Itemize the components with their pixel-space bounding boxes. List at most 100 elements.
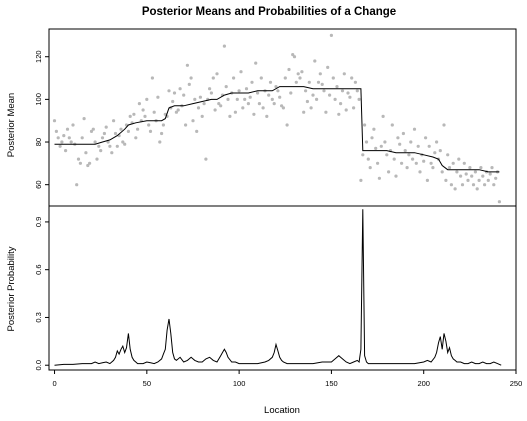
data-point	[185, 63, 189, 67]
data-point	[383, 140, 387, 144]
bottom-plot-frame	[48, 205, 517, 371]
data-point	[418, 170, 422, 174]
data-point	[316, 80, 321, 84]
data-point	[488, 172, 492, 176]
data-point	[405, 166, 409, 170]
data-point	[172, 91, 177, 95]
data-point	[433, 151, 437, 155]
data-point	[150, 76, 154, 80]
data-point	[241, 106, 245, 110]
xtick-label: 100	[233, 379, 246, 388]
data-point	[350, 76, 354, 80]
data-point	[76, 157, 81, 161]
data-point	[104, 125, 108, 129]
data-point	[390, 123, 394, 127]
data-point	[202, 102, 206, 106]
data-point	[355, 89, 359, 93]
data-point	[471, 183, 476, 187]
data-point	[339, 102, 343, 106]
data-point	[329, 33, 333, 38]
data-point	[444, 178, 448, 182]
data-point	[398, 142, 402, 146]
data-point	[237, 89, 241, 93]
data-point	[494, 176, 498, 180]
data-point	[481, 174, 485, 178]
data-point	[459, 174, 463, 178]
data-point	[427, 144, 431, 148]
data-point	[71, 123, 75, 127]
data-point	[366, 157, 370, 161]
data-point	[93, 140, 97, 144]
data-point	[318, 72, 322, 76]
data-point	[110, 151, 114, 155]
data-point	[161, 123, 165, 127]
data-point	[409, 140, 413, 144]
data-point	[416, 144, 420, 148]
data-point	[311, 93, 315, 97]
data-point	[328, 93, 332, 97]
data-point	[254, 61, 258, 65]
data-point	[368, 166, 372, 170]
data-point	[112, 119, 116, 123]
bottom-ytick-label: 0.6	[34, 264, 43, 274]
data-point	[184, 123, 188, 127]
data-point	[435, 140, 439, 144]
data-point	[145, 97, 149, 101]
data-point	[457, 157, 461, 161]
data-point	[187, 82, 191, 86]
data-point	[195, 129, 199, 133]
top-ytick-label: 100	[34, 93, 43, 106]
data-point	[222, 44, 226, 48]
data-point	[119, 127, 123, 131]
data-point	[193, 97, 197, 101]
data-point	[235, 97, 239, 101]
data-point	[86, 163, 90, 168]
data-point	[268, 80, 273, 84]
data-point	[219, 104, 223, 108]
data-point	[320, 82, 324, 86]
data-point	[411, 157, 415, 161]
data-point	[470, 174, 474, 178]
data-point	[477, 178, 481, 182]
data-point	[97, 144, 101, 148]
data-point	[309, 106, 313, 110]
data-point	[313, 59, 317, 63]
data-point	[95, 157, 99, 161]
data-point	[248, 95, 252, 99]
data-point	[250, 80, 254, 84]
data-point	[259, 76, 263, 80]
data-point	[208, 87, 212, 91]
data-point	[287, 67, 291, 72]
data-point	[189, 76, 193, 80]
top-ytick-label: 60	[34, 181, 43, 189]
data-point	[156, 95, 160, 99]
data-point	[442, 123, 446, 127]
xtick-label: 250	[510, 379, 523, 388]
data-point	[324, 110, 328, 114]
data-point	[490, 166, 494, 170]
data-point	[215, 72, 219, 76]
data-point	[412, 127, 417, 131]
data-point	[246, 102, 250, 106]
data-point	[283, 76, 287, 80]
data-point	[102, 131, 106, 136]
data-point	[298, 76, 302, 80]
data-point	[370, 136, 374, 140]
data-point	[331, 76, 335, 80]
data-point	[394, 174, 398, 178]
data-point	[64, 149, 68, 153]
data-point	[352, 106, 356, 110]
data-point	[385, 153, 389, 157]
data-point	[257, 102, 261, 106]
data-point	[468, 166, 472, 170]
data-point	[333, 97, 337, 101]
data-point	[466, 178, 470, 182]
data-point	[291, 53, 295, 57]
data-point	[425, 178, 429, 182]
data-point	[121, 140, 125, 144]
data-point	[460, 183, 465, 187]
data-point	[387, 170, 391, 174]
data-point	[438, 149, 442, 153]
data-point	[361, 153, 365, 157]
data-point	[292, 55, 297, 59]
